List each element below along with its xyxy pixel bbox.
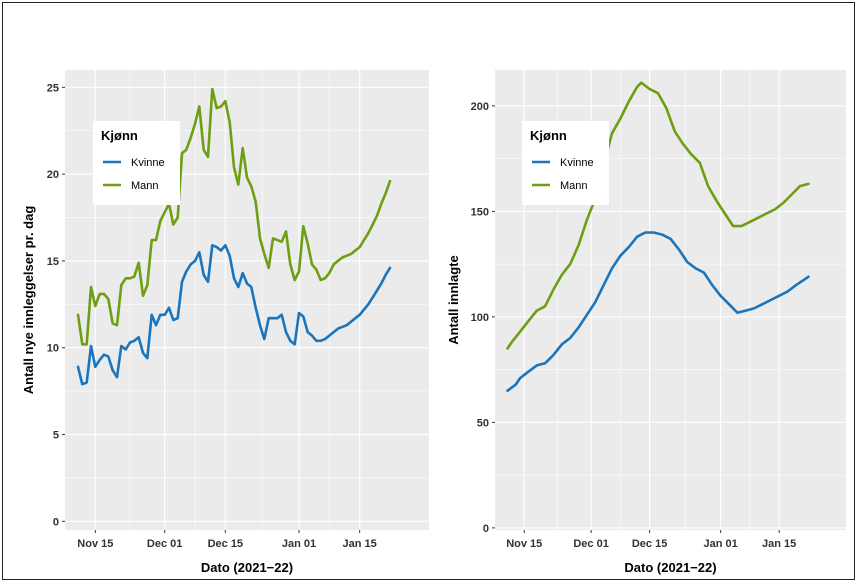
- y-tick-label: 5: [53, 430, 59, 442]
- chart-panel-new-admissions: 0 5 10 15 20 25 Nov 15 Dec 01 Dec 15 Jan 01 Jan 15…: [21, 70, 429, 575]
- legend-label-kvinne: Kvinne: [131, 157, 165, 169]
- x-tick-label: Jan 01: [704, 538, 738, 550]
- y-tick-label: 0: [53, 516, 59, 528]
- legend-label-mann: Mann: [560, 180, 588, 192]
- x-axis-title: Dato (2021−22): [201, 560, 293, 575]
- y-tick-label: 100: [471, 312, 489, 324]
- x-tick-label: Dec 15: [632, 538, 667, 550]
- y-tick-label: 0: [483, 523, 489, 535]
- legend-label-kvinne: Kvinne: [560, 157, 594, 169]
- legend: Kjønn Kvinne Mann: [522, 121, 609, 205]
- series-line-mann: [76, 87, 392, 346]
- chart-panel-inpatients: 0 50 100 150 200 Nov 15 Dec 01 Dec 15 Jan 01 Jan …: [446, 70, 846, 575]
- x-tick-label: Nov 15: [77, 538, 113, 550]
- series-line-kvinne: [506, 231, 810, 392]
- legend-title: Kjønn: [101, 128, 138, 143]
- y-tick-label: 10: [47, 343, 59, 355]
- x-tick-label: Jan 01: [282, 538, 316, 550]
- x-tick-label: Dec 01: [147, 538, 182, 550]
- y-axis-title: Antall nye innleggelser pr. dag: [21, 206, 36, 395]
- legend-label-mann: Mann: [131, 180, 159, 192]
- y-tick-label: 50: [477, 417, 489, 429]
- series-line-mann: [506, 81, 810, 350]
- x-axis-title: Dato (2021−22): [624, 560, 716, 575]
- y-tick-label: 150: [471, 206, 489, 218]
- y-tick-label: 25: [47, 82, 59, 94]
- series-line-kvinne: [76, 244, 392, 386]
- x-tick-label: Jan 15: [762, 538, 796, 550]
- legend: Kjønn Kvinne Mann: [93, 121, 180, 205]
- x-tick-label: Nov 15: [506, 538, 542, 550]
- legend-title: Kjønn: [530, 128, 567, 143]
- x-tick-label: Dec 15: [208, 538, 243, 550]
- y-tick-label: 15: [47, 256, 59, 268]
- x-tick-label: Jan 15: [343, 538, 377, 550]
- y-axis-title: Antall innlagte: [446, 255, 461, 345]
- y-tick-label: 200: [471, 101, 489, 113]
- x-tick-label: Dec 01: [573, 538, 608, 550]
- y-tick-label: 20: [47, 169, 59, 181]
